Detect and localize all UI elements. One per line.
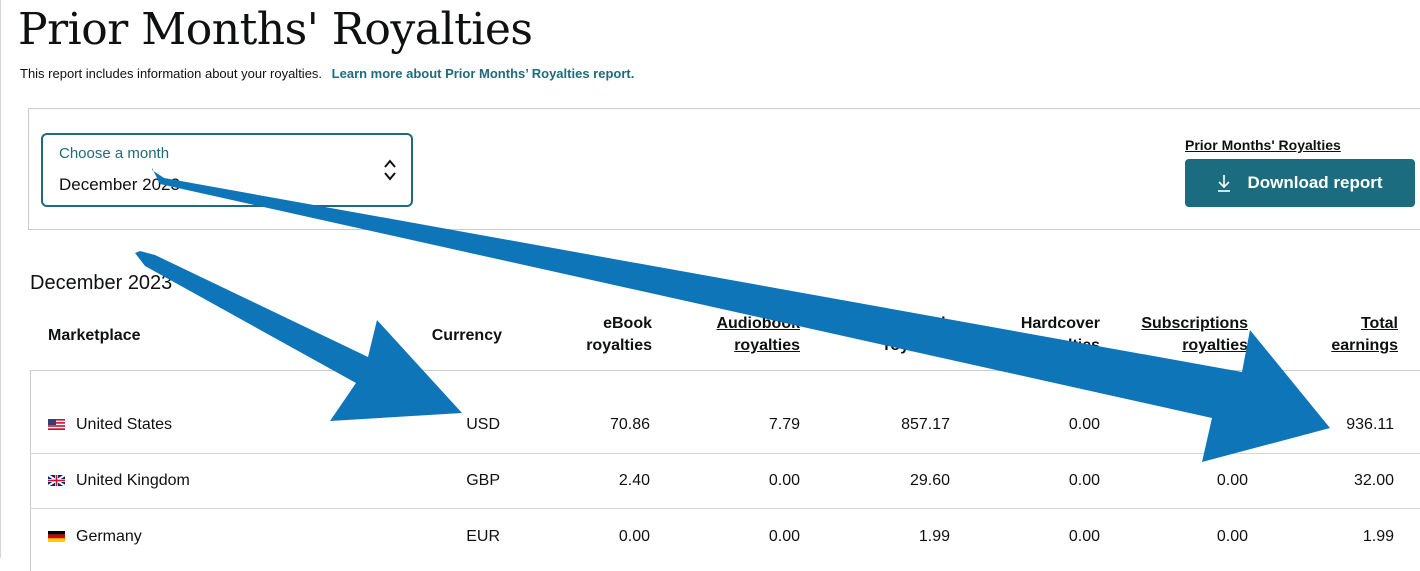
row-marketplace: United Kingdom bbox=[76, 472, 190, 489]
de-flag-icon bbox=[48, 531, 65, 542]
col-header-hardcover: Hardcover royalties bbox=[980, 313, 1100, 357]
col-header-audiobook-line2: royalties bbox=[734, 337, 800, 354]
filter-panel: Choose a month December 2023 Prior Month… bbox=[28, 108, 1420, 230]
col-header-hardcover-line1: Hardcover bbox=[1020, 315, 1100, 332]
row-paperback: 1.99 bbox=[918, 528, 950, 545]
row-paperback: 857.17 bbox=[901, 416, 950, 433]
col-header-subscriptions[interactable]: Subscriptions royalties bbox=[1110, 313, 1248, 357]
col-header-total-line1: Total bbox=[1360, 315, 1398, 332]
col-header-paperback-line1: Paperback bbox=[869, 315, 950, 332]
col-header-hardcover-line2: royalties bbox=[1034, 337, 1100, 354]
row-subscriptions: 0.29 bbox=[1216, 416, 1248, 433]
col-header-ebook-line1: eBook bbox=[603, 315, 652, 332]
month-select[interactable]: Choose a month December 2023 bbox=[41, 133, 413, 207]
row-subscriptions: 0.00 bbox=[1216, 472, 1248, 489]
row-subscriptions: 0.00 bbox=[1216, 528, 1248, 545]
chevron-up-down-icon bbox=[384, 159, 396, 181]
uk-flag-icon bbox=[48, 475, 65, 486]
page-left-border bbox=[0, 0, 1, 558]
download-report-label: Download report bbox=[1247, 173, 1383, 192]
prior-months-link[interactable]: Prior Months' Royalties bbox=[1185, 137, 1341, 153]
row-ebook: 0.00 bbox=[618, 528, 650, 545]
row-audiobook: 7.79 bbox=[768, 416, 800, 433]
download-icon bbox=[1218, 175, 1231, 192]
row-hardcover: 0.00 bbox=[1068, 528, 1100, 545]
row-currency: GBP bbox=[466, 472, 500, 489]
col-header-ebook: eBook royalties bbox=[530, 313, 652, 357]
row-marketplace: Germany bbox=[76, 528, 142, 545]
download-report-button[interactable]: Download report bbox=[1185, 159, 1415, 207]
row-total: 1.99 bbox=[1362, 528, 1394, 545]
col-header-audiobook[interactable]: Audiobook royalties bbox=[680, 313, 800, 357]
month-select-value: December 2023 bbox=[59, 175, 180, 194]
row-currency: USD bbox=[466, 416, 500, 433]
row-hardcover: 0.00 bbox=[1068, 472, 1100, 489]
col-header-subscriptions-line1: Subscriptions bbox=[1141, 315, 1248, 332]
col-header-total[interactable]: Total earnings bbox=[1278, 313, 1398, 357]
row-total: 32.00 bbox=[1353, 472, 1394, 489]
learn-more-link[interactable]: Learn more about Prior Months’ Royalties… bbox=[331, 66, 635, 81]
month-select-label: Choose a month bbox=[59, 145, 170, 162]
row-divider bbox=[30, 453, 1420, 454]
section-heading: December 2023 bbox=[30, 272, 173, 294]
page-title: Prior Months' Royalties bbox=[18, 4, 533, 55]
col-header-marketplace: Marketplace bbox=[48, 327, 141, 344]
col-header-paperback: Paperback royalties bbox=[830, 313, 950, 357]
col-header-currency: Currency bbox=[431, 327, 502, 344]
row-divider bbox=[30, 508, 1420, 509]
us-flag-icon bbox=[48, 419, 65, 430]
subtitle-text: This report includes information about y… bbox=[20, 66, 323, 81]
row-marketplace: United States bbox=[76, 416, 173, 433]
row-ebook: 70.86 bbox=[609, 416, 650, 433]
row-hardcover: 0.00 bbox=[1068, 416, 1100, 433]
row-audiobook: 0.00 bbox=[768, 528, 800, 545]
row-currency: EUR bbox=[466, 528, 500, 545]
col-header-total-line2: earnings bbox=[1331, 337, 1398, 354]
row-total: 936.11 bbox=[1346, 416, 1394, 433]
col-header-subscriptions-line2: royalties bbox=[1182, 337, 1248, 354]
row-ebook: 2.40 bbox=[618, 472, 650, 489]
row-audiobook: 0.00 bbox=[768, 472, 800, 489]
page-subtitle: This report includes information about y… bbox=[20, 66, 634, 81]
row-paperback: 29.60 bbox=[909, 472, 950, 489]
col-header-audiobook-line1: Audiobook bbox=[716, 315, 800, 332]
col-header-paperback-line2: royalties bbox=[884, 337, 950, 354]
col-header-ebook-line2: royalties bbox=[586, 337, 652, 354]
